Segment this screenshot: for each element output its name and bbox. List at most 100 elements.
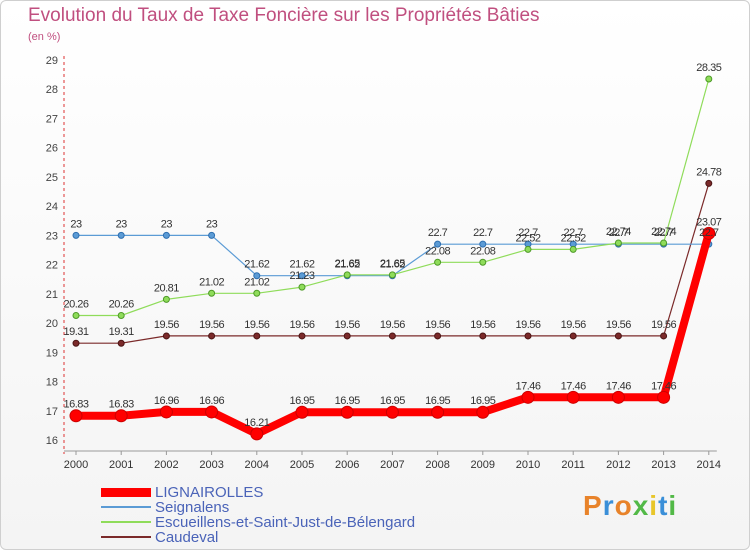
data-point bbox=[569, 245, 577, 253]
legend-label: LIGNAIROLLES bbox=[155, 484, 264, 501]
y-tick-label: 23 bbox=[46, 230, 58, 242]
data-label: 22.7 bbox=[518, 227, 538, 239]
data-label: 19.56 bbox=[154, 319, 179, 331]
data-label: 21.62 bbox=[244, 259, 269, 271]
data-point bbox=[340, 405, 354, 419]
data-label: 19.56 bbox=[606, 319, 631, 331]
data-label: 16.83 bbox=[63, 399, 88, 411]
data-label: 22.74 bbox=[606, 226, 631, 238]
data-point bbox=[566, 390, 580, 404]
data-point bbox=[253, 272, 261, 280]
data-label: 19.56 bbox=[244, 319, 269, 331]
data-label: 16.96 bbox=[154, 395, 179, 407]
legend-label: Escueillens-et-Saint-Just-de-Bélengard bbox=[155, 514, 416, 531]
data-point bbox=[385, 405, 399, 419]
data-label: 19.56 bbox=[289, 319, 314, 331]
data-label: 21.02 bbox=[199, 276, 224, 288]
data-label: 19.56 bbox=[335, 319, 360, 331]
legend-item: Caudeval bbox=[101, 530, 521, 545]
data-label: 20.26 bbox=[63, 298, 88, 310]
x-tick-label: 2010 bbox=[516, 459, 540, 471]
x-tick-label: 2013 bbox=[651, 459, 675, 471]
legend-label: Caudeval bbox=[155, 529, 219, 546]
y-tick-label: 29 bbox=[46, 55, 58, 67]
data-label: 21.02 bbox=[244, 276, 269, 288]
data-point bbox=[253, 332, 261, 340]
data-label: 22.52 bbox=[561, 232, 586, 244]
data-label: 22.7 bbox=[609, 227, 629, 239]
legend-swatch bbox=[101, 521, 151, 523]
data-label: 19.56 bbox=[651, 319, 676, 331]
data-point bbox=[208, 231, 216, 239]
data-label: 22.08 bbox=[470, 245, 495, 257]
data-point bbox=[434, 258, 442, 266]
data-point bbox=[298, 272, 306, 280]
data-label: 23 bbox=[116, 218, 128, 230]
data-label: 22.7 bbox=[563, 227, 583, 239]
x-tick-label: 2012 bbox=[606, 459, 630, 471]
data-label: 16.95 bbox=[335, 395, 360, 407]
data-point bbox=[162, 231, 170, 239]
x-tick-label: 2008 bbox=[425, 459, 449, 471]
y-tick-label: 24 bbox=[46, 201, 58, 213]
data-point bbox=[117, 339, 125, 347]
x-tick-label: 2004 bbox=[245, 459, 269, 471]
data-label: 16.95 bbox=[380, 395, 405, 407]
data-label: 23 bbox=[206, 218, 218, 230]
data-label: 16.21 bbox=[244, 417, 269, 429]
data-label: 19.31 bbox=[63, 326, 88, 338]
data-point bbox=[159, 405, 173, 419]
data-point bbox=[117, 311, 125, 319]
data-point bbox=[660, 332, 668, 340]
data-label: 19.56 bbox=[470, 319, 495, 331]
data-point bbox=[69, 409, 83, 423]
data-point bbox=[162, 295, 170, 303]
y-tick-label: 20 bbox=[46, 318, 58, 330]
series-lines bbox=[69, 75, 716, 441]
data-label: 19.56 bbox=[199, 319, 224, 331]
data-point bbox=[702, 226, 716, 240]
data-point bbox=[614, 332, 622, 340]
data-label: 17.46 bbox=[606, 380, 631, 392]
data-point bbox=[343, 271, 351, 279]
y-tick-label: 26 bbox=[46, 143, 58, 155]
y-tick-label: 16 bbox=[46, 435, 58, 447]
data-label: 19.56 bbox=[380, 319, 405, 331]
x-tick-label: 2005 bbox=[290, 459, 314, 471]
y-tick-label: 27 bbox=[46, 113, 58, 125]
x-tick-label: 2002 bbox=[154, 459, 178, 471]
data-label: 21.62 bbox=[289, 259, 314, 271]
x-tick-label: 2014 bbox=[697, 459, 721, 471]
data-point bbox=[705, 75, 713, 83]
data-point bbox=[611, 390, 625, 404]
data-point bbox=[614, 239, 622, 247]
x-tick-label: 2000 bbox=[64, 459, 88, 471]
proxiti-logo: Proxiti bbox=[583, 490, 678, 521]
data-label: 21.65 bbox=[380, 258, 405, 270]
data-point bbox=[117, 231, 125, 239]
data-label: 21.62 bbox=[380, 259, 405, 271]
legend-item: Escueillens-et-Saint-Just-de-Bélengard bbox=[101, 515, 521, 530]
data-point bbox=[298, 332, 306, 340]
x-tick-label: 2003 bbox=[199, 459, 223, 471]
data-point bbox=[250, 427, 264, 441]
data-point bbox=[524, 332, 532, 340]
data-label: 16.95 bbox=[289, 395, 314, 407]
chart-title: Evolution du Taux de Taxe Foncière sur l… bbox=[28, 5, 540, 26]
data-label: 19.56 bbox=[561, 319, 586, 331]
data-point bbox=[479, 258, 487, 266]
data-label: 22.7 bbox=[654, 227, 674, 239]
data-point bbox=[660, 239, 668, 247]
data-label: 19.31 bbox=[109, 326, 134, 338]
data-label: 19.56 bbox=[425, 319, 450, 331]
y-tick-label: 25 bbox=[46, 172, 58, 184]
data-label: 22.7 bbox=[699, 227, 719, 239]
chart-subtitle: (en %) bbox=[28, 31, 61, 43]
series-line-2 bbox=[75, 78, 710, 317]
x-tick-label: 2001 bbox=[109, 459, 133, 471]
y-tick-label: 22 bbox=[46, 260, 58, 272]
data-label: 28.35 bbox=[696, 62, 721, 74]
data-point bbox=[657, 390, 671, 404]
